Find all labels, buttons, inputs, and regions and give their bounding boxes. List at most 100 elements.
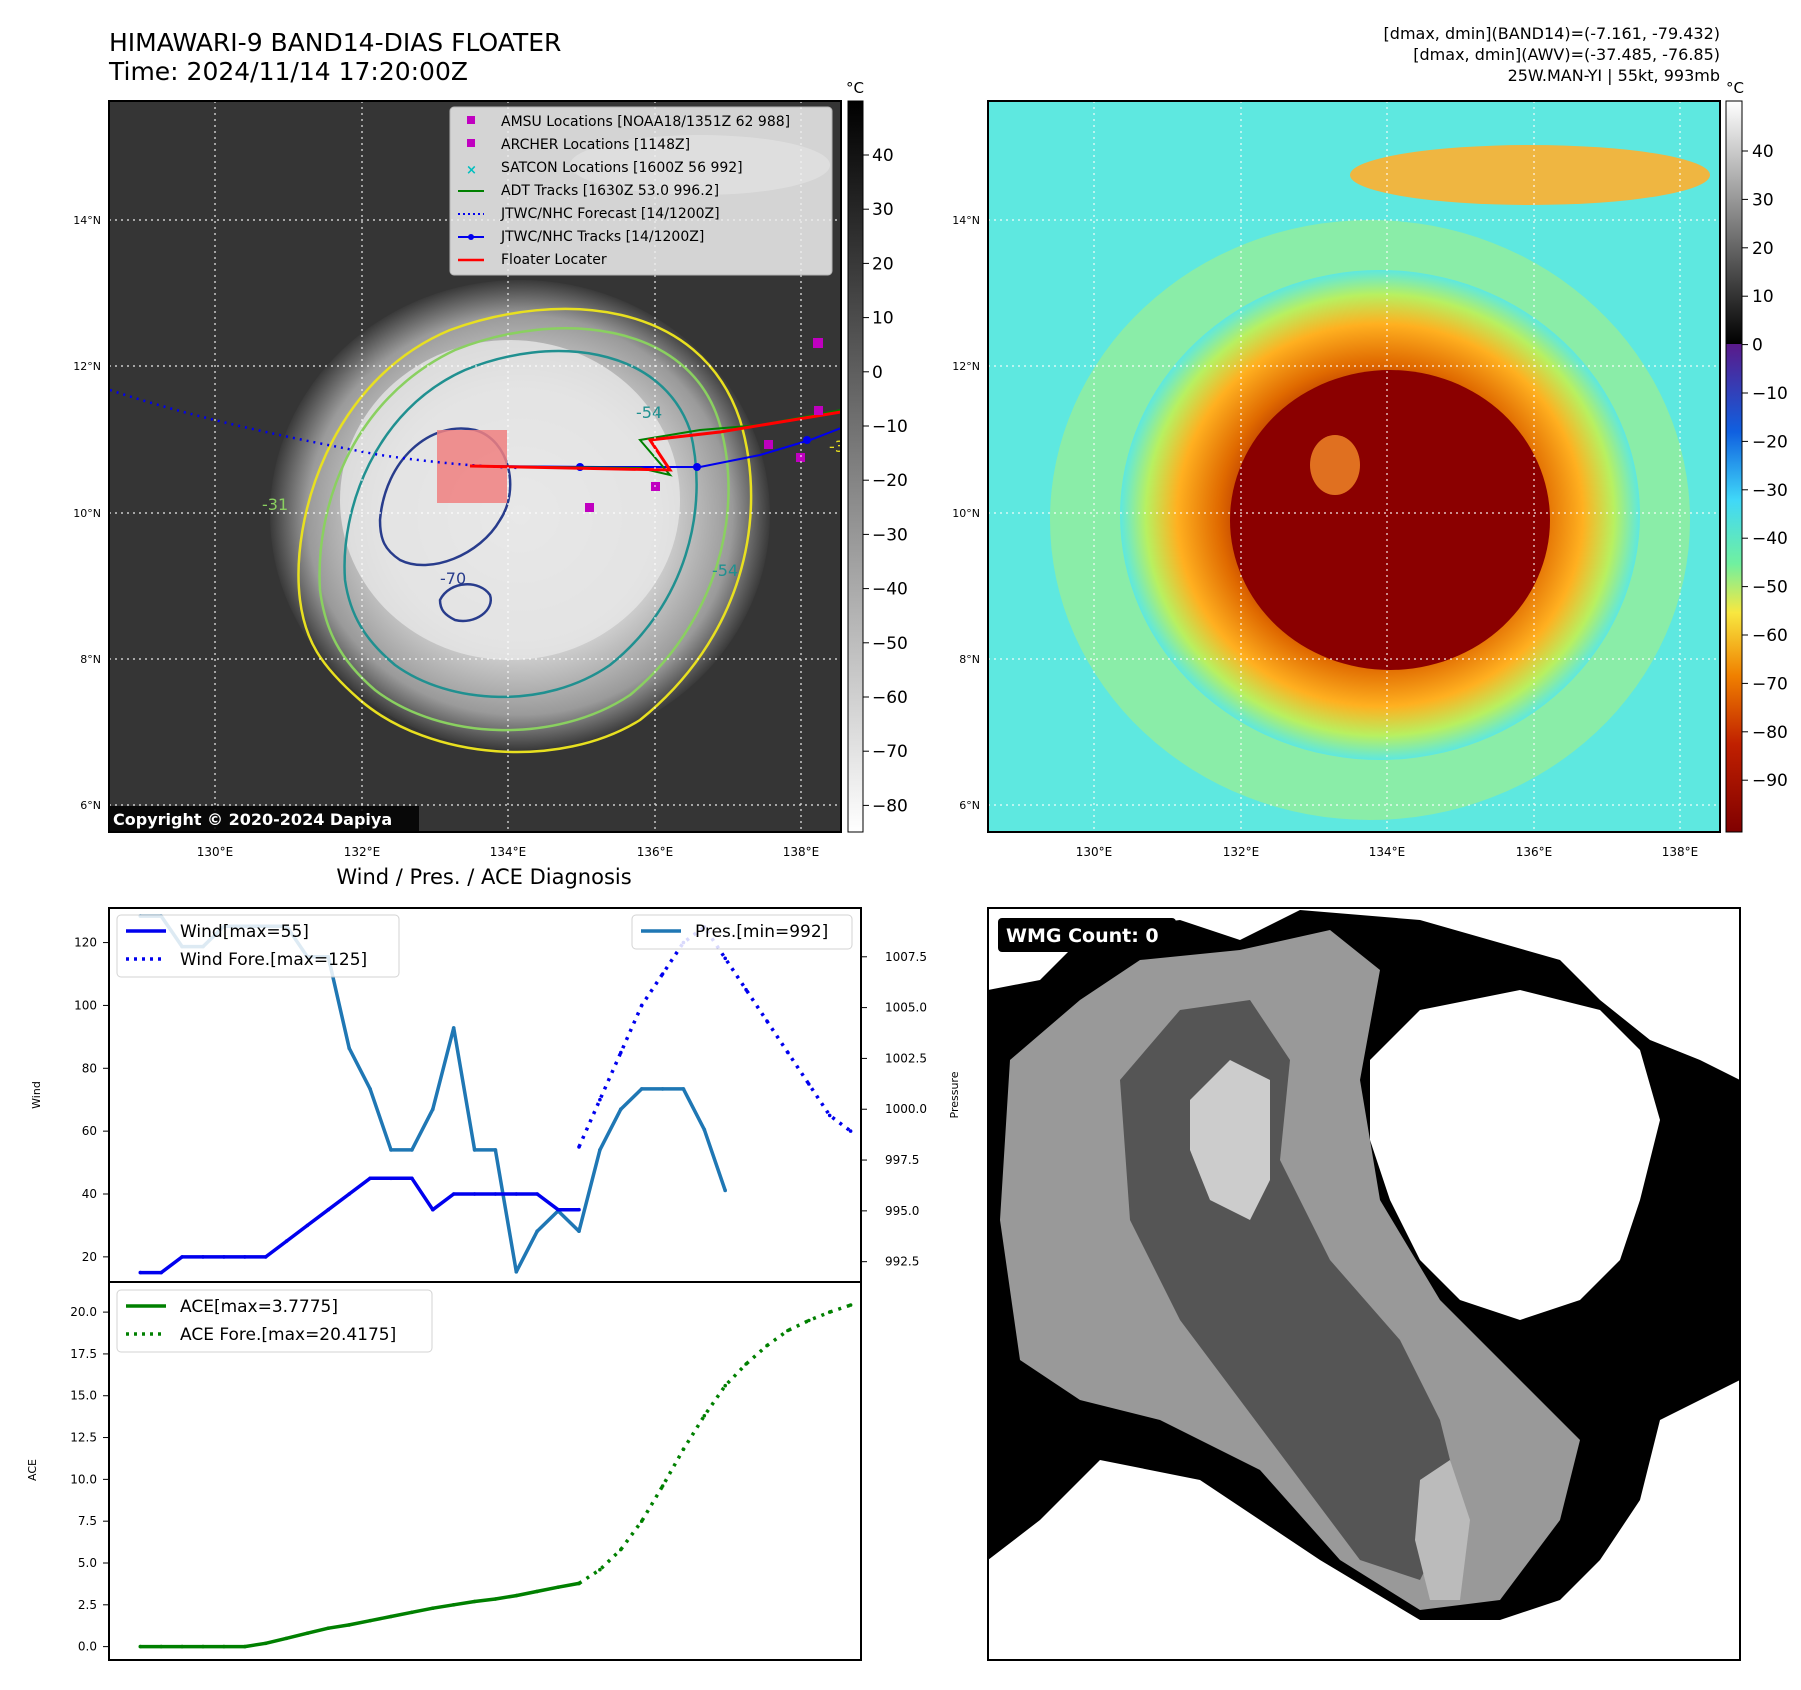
pressure-axis-tick-label: 1000.0 — [885, 1102, 927, 1116]
figure-time: Time: 2024/11/14 17:20:00Z — [108, 57, 468, 86]
ace-point — [431, 1606, 435, 1610]
lon-label: 130°E — [1076, 845, 1113, 859]
ace-point — [180, 1644, 184, 1649]
wind-point — [180, 1255, 184, 1259]
lon-label: 132°E — [1223, 845, 1260, 859]
wind-point — [451, 1192, 456, 1196]
lat-label: 6°N — [80, 799, 101, 812]
diagnosis-title: Wind / Pres. / ACE Diagnosis — [336, 865, 631, 889]
ace-point — [284, 1636, 289, 1641]
info-storm: 25W.MAN-YI | 55kt, 993mb — [1508, 66, 1720, 85]
color-colorbar-tick-label: 40 — [1752, 142, 1774, 162]
legend-amsu-symbol — [467, 116, 475, 124]
pressure-legend: Pres.[min=992] — [631, 914, 853, 950]
lon-label: 134°E — [1369, 845, 1406, 859]
color-colorbar-tick-label: −70 — [1752, 674, 1788, 694]
ace-axis-tick-label: 5.0 — [78, 1556, 97, 1570]
jtwc-track-point — [803, 436, 811, 444]
color-colorbar-tick-label: −40 — [1752, 529, 1788, 549]
wind-forecast-point — [807, 1082, 811, 1086]
pressure-point — [389, 1148, 393, 1152]
ace-point — [201, 1644, 205, 1649]
wind-forecast-point — [577, 1145, 581, 1149]
pressure-point — [598, 1148, 602, 1152]
color-colorbar-tick-label: 20 — [1752, 239, 1774, 259]
legend-label: Floater Locater — [501, 252, 607, 268]
pressure-axis-tick-label: 997.5 — [885, 1153, 919, 1167]
ace-point — [535, 1589, 539, 1594]
pressure-point — [431, 1107, 435, 1111]
ace-point — [410, 1610, 414, 1615]
ace-forecast-point — [744, 1362, 748, 1366]
ace-point — [305, 1631, 310, 1635]
pressure-point — [347, 1046, 352, 1050]
gray-colorbar-tick-label: −60 — [872, 688, 908, 708]
ir-map-legend: × AMSU Locations [NOAA18/1351Z 62 988] A… — [449, 106, 833, 276]
color-eye-feature — [1310, 435, 1360, 495]
gray-colorbar-tick-label: −20 — [872, 471, 908, 491]
wind-point — [514, 1192, 519, 1196]
ace-series-line — [140, 1581, 580, 1649]
ace-forecast-point — [598, 1567, 602, 1572]
lat-label: 12°N — [73, 360, 101, 373]
ace-axis-label: ACE — [26, 1459, 39, 1481]
ace-chart: ACE 0.0 2.5 5.0 7.5 10.0 12.5 15.0 17.5 20.0 ACE… — [26, 1281, 862, 1661]
wind-point — [389, 1176, 393, 1181]
pressure-point — [619, 1107, 623, 1111]
wind-axis-label: Wind — [30, 1081, 43, 1109]
wind-legend: Wind[max=55] Wind Fore.[max=125] — [116, 914, 400, 978]
wind-point — [326, 1207, 331, 1212]
wind-point — [201, 1255, 205, 1259]
legend-ace-label: ACE[max=3.7775] — [180, 1297, 338, 1317]
wind-point — [305, 1223, 310, 1228]
wind-point — [368, 1176, 372, 1181]
wind-point — [431, 1207, 435, 1212]
wmg-white-region — [1370, 990, 1660, 1320]
lon-label: 136°E — [637, 845, 674, 859]
gray-colorbar-unit: °C — [846, 79, 864, 97]
ace-forecast-point — [786, 1328, 790, 1333]
ace-point — [326, 1626, 331, 1630]
info-awv: [dmax, dmin](AWV)=(-37.485, -76.85) — [1413, 45, 1720, 64]
ace-forecast-point — [577, 1581, 581, 1586]
wind-forecast-point — [744, 987, 748, 992]
ace-forecast-point — [619, 1547, 623, 1552]
wind-forecast-point — [598, 1097, 602, 1102]
floater-locater — [469, 410, 841, 472]
wind-point — [243, 1255, 247, 1259]
wind-point — [472, 1192, 477, 1196]
ace-point — [368, 1618, 372, 1623]
ace-point — [138, 1644, 143, 1649]
contour-label: -70 — [440, 569, 466, 588]
ace-point — [472, 1599, 477, 1604]
lon-label: 134°E — [490, 845, 527, 859]
legend-tracks-dot — [468, 234, 474, 240]
ace-point — [347, 1623, 352, 1627]
legend-wind-label: Wind[max=55] — [180, 922, 309, 942]
pressure-axis-tick-label: 992.5 — [885, 1255, 919, 1269]
ir-map-panel: -31 -54 -54 -70 -31 × — [73, 100, 842, 859]
pressure-point — [681, 1087, 686, 1091]
pressure-point — [472, 1148, 477, 1152]
ace-point — [493, 1597, 498, 1601]
pressure-point — [723, 1188, 727, 1193]
gray-colorbar-tick-label: −80 — [872, 796, 908, 816]
gray-colorbar-tick-label: 20 — [872, 254, 894, 274]
contour-navy-2 — [438, 583, 492, 623]
wmg-count-label: WMG Count: 0 — [1006, 925, 1159, 947]
gray-colorbar-tick-label: −40 — [872, 580, 908, 600]
wind-axis-tick-label: 20 — [82, 1250, 97, 1264]
wind-point — [159, 1270, 163, 1275]
color-cloud-band — [1350, 145, 1710, 205]
pressure-point — [535, 1229, 539, 1233]
ace-axis-tick-label: 15.0 — [70, 1389, 97, 1403]
contour-label: -54 — [636, 403, 662, 422]
ace-forecast-point — [681, 1447, 686, 1452]
wind-point — [535, 1192, 539, 1196]
pressure-axis-label: Pressure — [948, 1071, 961, 1118]
color-colorbar-tick-label: 0 — [1752, 336, 1763, 356]
wind-point — [577, 1207, 581, 1212]
ace-axis-tick-label: 20.0 — [70, 1305, 97, 1319]
legend-label: AMSU Locations [NOAA18/1351Z 62 988] — [501, 114, 790, 130]
wind-forecast-point — [723, 956, 727, 961]
